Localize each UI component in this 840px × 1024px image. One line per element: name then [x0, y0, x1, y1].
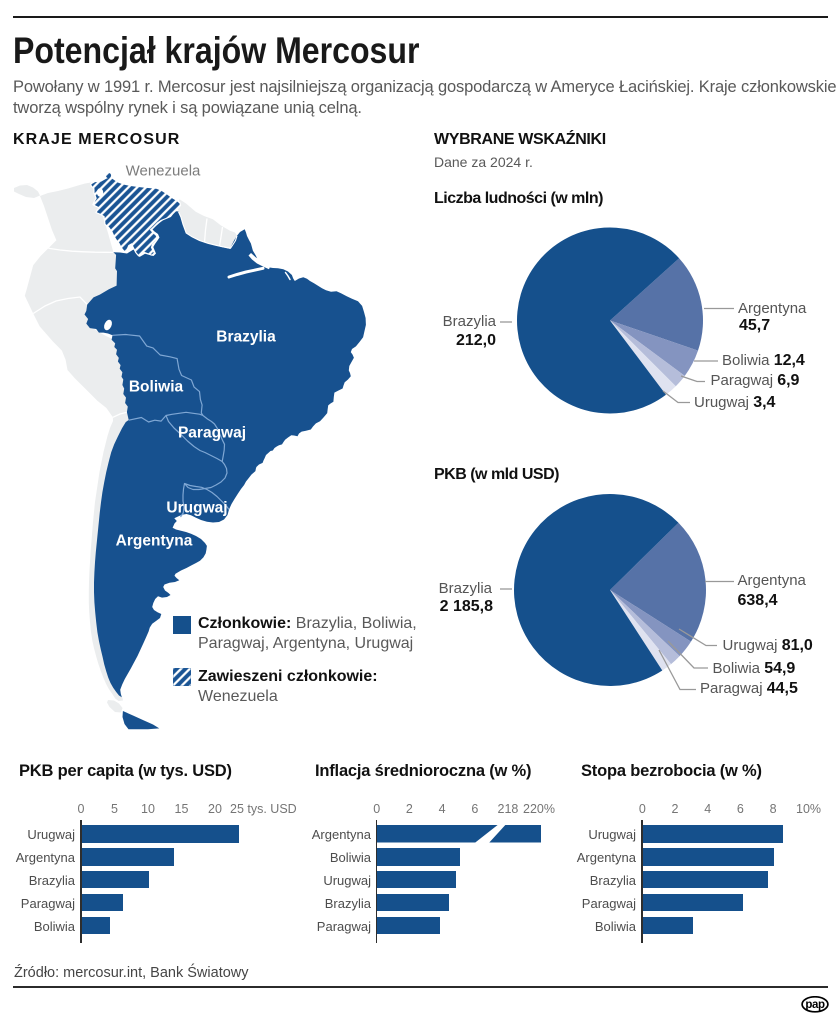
svg-text:Argentyna: Argentyna — [116, 533, 193, 550]
svg-text:Boliwia: Boliwia — [129, 379, 184, 396]
svg-text:Wenezuela: Wenezuela — [126, 163, 201, 180]
svg-text:Urugwaj: Urugwaj — [166, 500, 227, 517]
svg-text:Brazylia: Brazylia — [216, 329, 276, 346]
svg-text:Paragwaj: Paragwaj — [178, 425, 246, 442]
